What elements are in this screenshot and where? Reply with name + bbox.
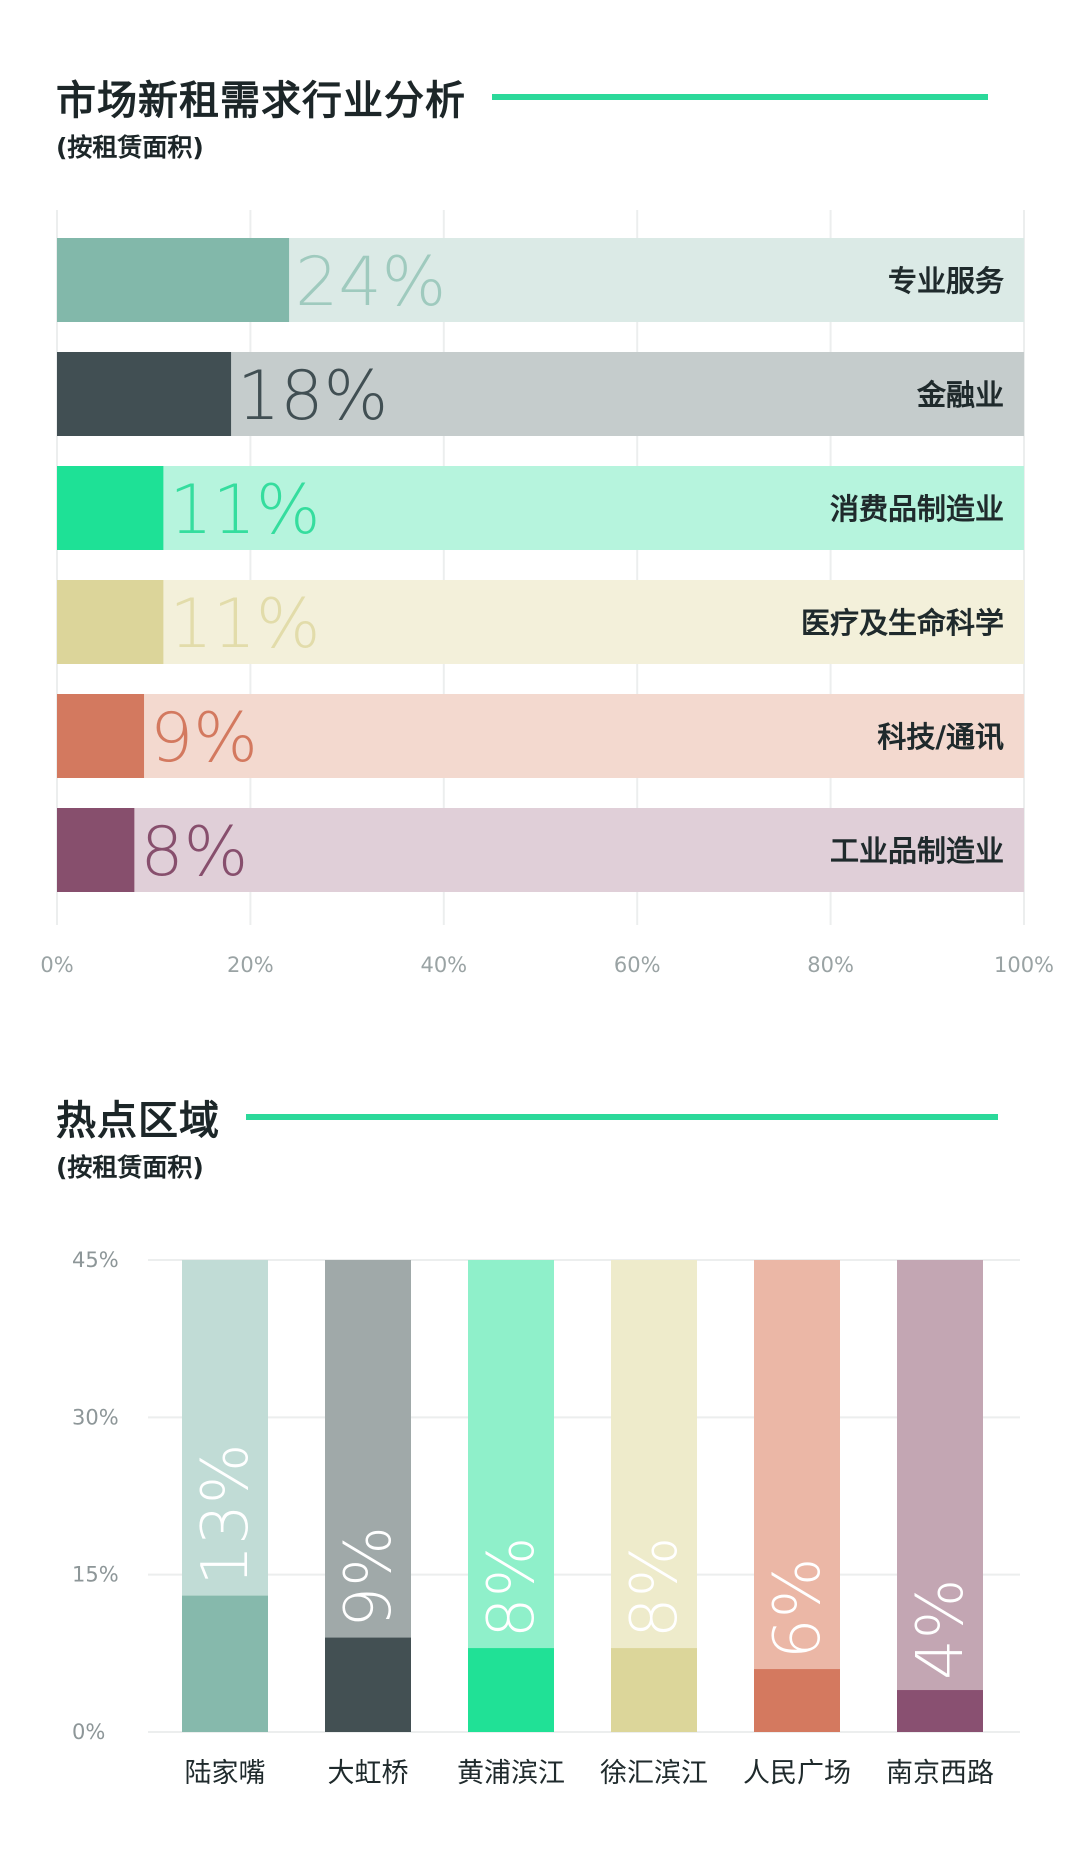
industry-bar-row: 11% 医疗及生命科学 [57,580,1024,664]
bar-fill [754,1669,840,1732]
bar-value-label: 18% [237,357,388,436]
district-chart-subtitle: (按租赁面积) [56,1153,204,1182]
category-label: 陆家嘴 [185,1758,266,1789]
bar-fill [57,352,232,436]
district-bar: 8% [611,1260,697,1732]
bar-category-label: 工业品制造业 [830,834,1004,868]
industry-bars: 24% 专业服务 18% 金融业 11% 消费品制造业 11% 医疗及生命科学 9% 科技/通讯 8… [57,238,1024,892]
x-tick-label: 0% [40,953,73,977]
y-tick-label: 0% [72,1720,105,1744]
y-tick-label: 15% [72,1563,119,1587]
bar-value-label: 8% [140,813,248,892]
bar-category-label: 科技/通讯 [877,720,1004,754]
district-bar: 4% [897,1260,983,1732]
bar-value-label: 9% [150,699,258,778]
district-chart-title: 热点区域 [56,1098,220,1144]
industry-title-accent-line [492,94,988,100]
x-tick-label: 60% [614,953,661,977]
industry-section-header: 市场新租需求行业分析 [56,68,988,126]
bar-fill [57,238,290,322]
district-bar: 6% [754,1260,840,1732]
bar-track [57,580,1024,664]
x-tick-label: 100% [994,953,1054,977]
industry-chart-title: 市场新租需求行业分析 [56,78,466,124]
industry-horizontal-bar-chart: 24% 专业服务 18% 金融业 11% 消费品制造业 11% 医疗及生命科学 9% 科技/通讯 8… [40,210,1054,977]
category-label: 南京西路 [886,1758,994,1789]
bar-value-label: 11% [169,585,320,664]
industry-bar-row: 11% 消费品制造业 [57,466,1024,550]
bar-fill [325,1637,411,1732]
bar-value-label: 6% [761,1558,835,1660]
district-grid [148,1259,1020,1733]
bar-category-label: 金融业 [916,378,1004,412]
bar-fill [468,1648,554,1732]
district-y-ticks: 0% 15% 30% 45% [72,1248,119,1744]
category-label: 人民广场 [743,1758,851,1789]
industry-bar-row: 24% 专业服务 [57,238,1024,322]
industry-chart-subtitle: (按租赁面积) [56,133,204,162]
bar-fill [897,1690,983,1732]
industry-bar-row: 8% 工业品制造业 [57,808,1024,892]
district-section-header: 热点区域 [56,1088,998,1146]
district-title-accent-line [246,1114,998,1120]
bar-fill [182,1595,268,1732]
bar-value-label: 24% [295,243,446,322]
industry-grid [56,210,1025,925]
category-label: 黄浦滨江 [457,1758,565,1789]
bar-fill [611,1648,697,1732]
bar-value-label: 11% [169,471,320,550]
bar-fill [57,580,164,664]
bar-value-label: 13% [189,1443,263,1585]
bar-value-label: 4% [904,1579,978,1681]
bar-track [754,1260,840,1732]
bar-track [897,1260,983,1732]
bar-value-label: 8% [475,1537,549,1639]
district-bars: 13% 9% 8% 8% 6% 4% [182,1260,983,1732]
industry-bar-row: 9% 科技/通讯 [57,694,1024,778]
district-vertical-bar-chart: 13% 9% 8% 8% 6% 4% 0% 15% 30% 45% 陆家嘴 大虹桥 黄浦滨江 徐汇滨江… [72,1248,1020,1789]
bar-track [57,808,1024,892]
bar-track [57,694,1024,778]
x-tick-label: 80% [807,953,854,977]
district-bar: 13% [182,1260,268,1732]
category-label: 大虹桥 [328,1758,409,1789]
bar-fill [57,694,145,778]
bar-category-label: 专业服务 [888,264,1004,298]
bar-value-label: 8% [618,1537,692,1639]
bar-fill [57,808,135,892]
y-tick-label: 30% [72,1405,119,1429]
y-tick-label: 45% [72,1248,119,1272]
district-category-labels: 陆家嘴 大虹桥 黄浦滨江 徐汇滨江 人民广场 南京西路 [185,1758,995,1789]
industry-x-ticks: 0% 20% 40% 60% 80% 100% [40,953,1054,977]
bar-category-label: 医疗及生命科学 [801,606,1004,640]
bar-value-label: 9% [332,1526,406,1628]
x-tick-label: 40% [420,953,467,977]
district-bar: 9% [325,1260,411,1732]
district-bar: 8% [468,1260,554,1732]
bar-category-label: 消费品制造业 [830,492,1004,526]
bar-track [57,466,1024,550]
bar-fill [57,466,164,550]
x-tick-label: 20% [227,953,274,977]
industry-bar-row: 18% 金融业 [57,352,1024,436]
category-label: 徐汇滨江 [600,1758,708,1789]
